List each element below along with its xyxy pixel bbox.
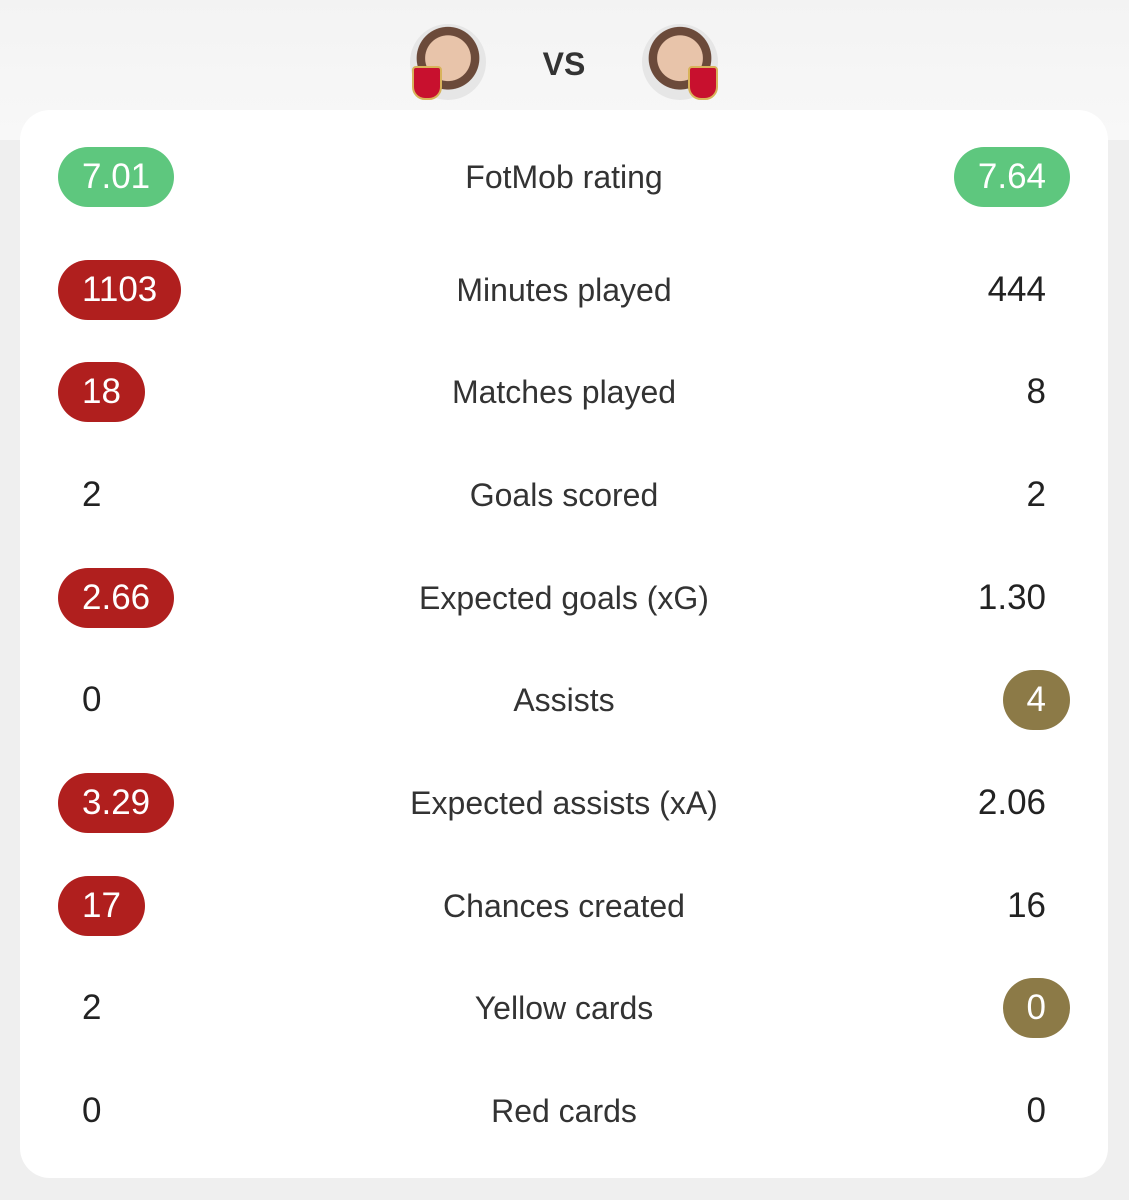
stat-row: 7.01 7.64 FotMob rating — [0, 147, 1129, 207]
stat-row: 3.29 2.06 Expected assists (xA) — [0, 773, 1129, 833]
left-value: 0 — [82, 680, 102, 719]
left-value: 2 — [82, 475, 102, 514]
stat-label: Expected assists (xA) — [410, 785, 718, 821]
right-value: 0 — [1026, 1091, 1046, 1130]
right-value: 444 — [987, 270, 1046, 309]
left-value: 17 — [58, 876, 145, 936]
vs-label: VS — [542, 46, 586, 82]
stat-label: Expected goals (xG) — [419, 580, 709, 616]
stat-row: 0 4 Assists — [0, 670, 1129, 730]
stat-label: FotMob rating — [465, 159, 663, 195]
right-value: 2 — [1026, 475, 1046, 514]
stat-label: Red cards — [491, 1093, 637, 1129]
right-value: 0 — [1002, 978, 1070, 1038]
stat-row: 1103 444 Minutes played — [0, 260, 1129, 320]
stat-row: 2.66 1.30 Expected goals (xG) — [0, 568, 1129, 628]
stat-label: Goals scored — [469, 477, 659, 513]
stat-label: Yellow cards — [474, 990, 654, 1026]
stat-label: Chances created — [443, 888, 685, 924]
stat-row: 0 0 Red cards — [0, 1081, 1129, 1141]
right-value: 4 — [1002, 670, 1070, 730]
stats-card — [20, 110, 1108, 1178]
right-value: 1.30 — [977, 578, 1046, 617]
left-value: 2.66 — [58, 568, 175, 628]
left-value: 0 — [82, 1091, 102, 1130]
right-value: 2.06 — [977, 783, 1046, 822]
right-value: 16 — [1007, 886, 1046, 925]
right-value: 8 — [1026, 372, 1046, 411]
left-value: 18 — [58, 362, 145, 422]
stat-label: Minutes played — [456, 272, 672, 308]
right-value: 7.64 — [953, 147, 1070, 207]
club-badge — [688, 66, 718, 100]
left-value: 2 — [82, 988, 102, 1027]
stat-row: 18 8 Matches played — [0, 362, 1129, 422]
stat-label: Matches played — [451, 374, 677, 410]
left-value: 3.29 — [58, 773, 175, 833]
stat-row: 2 0 Yellow cards — [0, 978, 1129, 1038]
left-value: 7.01 — [58, 147, 175, 207]
left-value: 1103 — [58, 260, 182, 320]
stat-row: 17 16 Chances created — [0, 876, 1129, 936]
stat-row: 2 2 Goals scored — [0, 465, 1129, 525]
club-badge — [412, 66, 442, 100]
stat-label: Assists — [513, 682, 615, 718]
